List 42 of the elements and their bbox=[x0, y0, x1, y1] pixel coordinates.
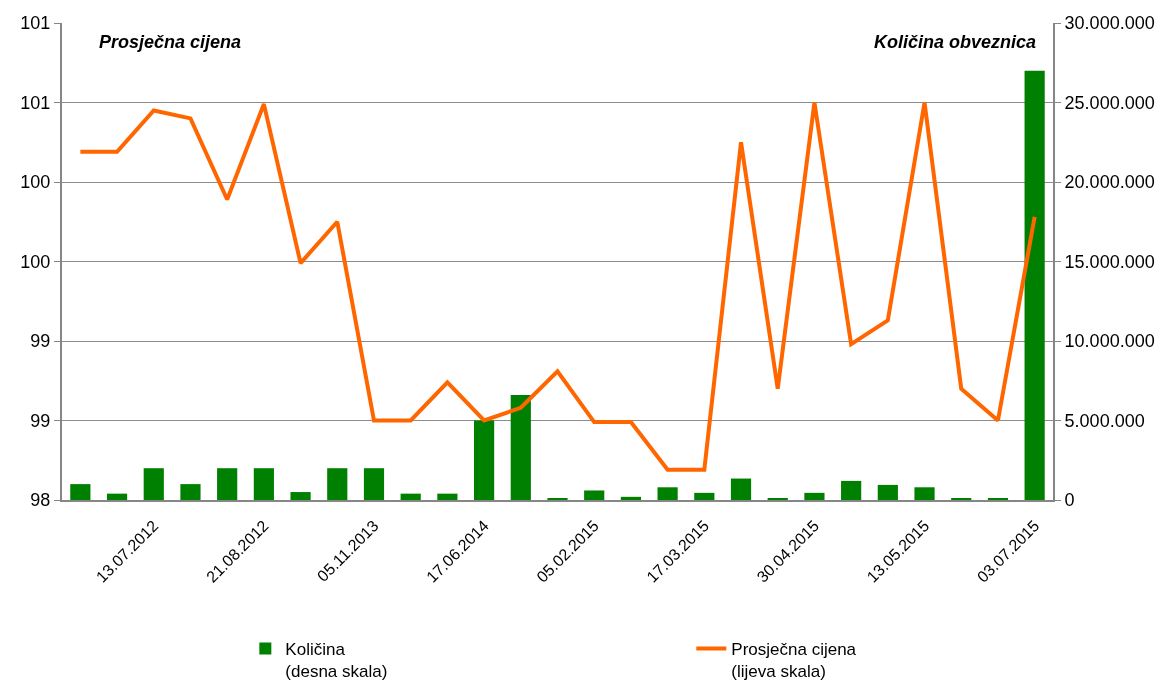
bar bbox=[143, 468, 164, 500]
y-tick-label: 101 bbox=[20, 92, 51, 113]
y2-tick-label: 25.000.000 bbox=[1064, 92, 1155, 113]
y-tick-label: 100 bbox=[20, 172, 51, 193]
bar bbox=[1024, 70, 1045, 500]
y2-tick-label: 30.000.000 bbox=[1064, 13, 1155, 34]
y2-tick-label: 0 bbox=[1064, 490, 1075, 511]
y2-tick-label: 15.000.000 bbox=[1064, 251, 1155, 272]
bar bbox=[437, 493, 458, 500]
y-tick-label: 101 bbox=[20, 13, 51, 34]
annotation: Prosječna cijena bbox=[99, 32, 242, 52]
bar bbox=[363, 468, 385, 500]
y-tick-label: 100 bbox=[20, 251, 51, 272]
bar bbox=[510, 395, 531, 500]
bar bbox=[327, 468, 348, 500]
bar bbox=[584, 490, 605, 500]
y-tick-label: 99 bbox=[30, 410, 51, 431]
line-series bbox=[78, 100, 1037, 472]
bar bbox=[841, 480, 862, 500]
bar bbox=[730, 478, 752, 500]
y2-tick-label: 20.000.000 bbox=[1064, 172, 1155, 193]
bar bbox=[877, 484, 898, 500]
y2-tick-label: 10.000.000 bbox=[1064, 331, 1155, 352]
bar bbox=[474, 420, 495, 500]
bar bbox=[914, 487, 935, 500]
bar bbox=[180, 484, 201, 500]
bar bbox=[620, 496, 641, 500]
y-tick-label: 99 bbox=[30, 331, 51, 352]
legend-label: Količina (desna skala) bbox=[285, 640, 388, 682]
bar bbox=[290, 492, 311, 500]
y-tick-label: 98 bbox=[30, 490, 51, 511]
bar bbox=[657, 487, 678, 500]
bar bbox=[253, 468, 274, 500]
bar bbox=[694, 492, 715, 500]
bar bbox=[400, 493, 421, 500]
annotation: Količina obveznica bbox=[874, 32, 1037, 52]
legend-label: Prosječna cijena (lijeva skala) bbox=[731, 640, 857, 682]
bar bbox=[106, 493, 128, 500]
y2-tick-label: 5.000.000 bbox=[1064, 410, 1145, 431]
bar bbox=[70, 484, 91, 500]
bar bbox=[217, 468, 238, 500]
bar bbox=[804, 492, 825, 500]
